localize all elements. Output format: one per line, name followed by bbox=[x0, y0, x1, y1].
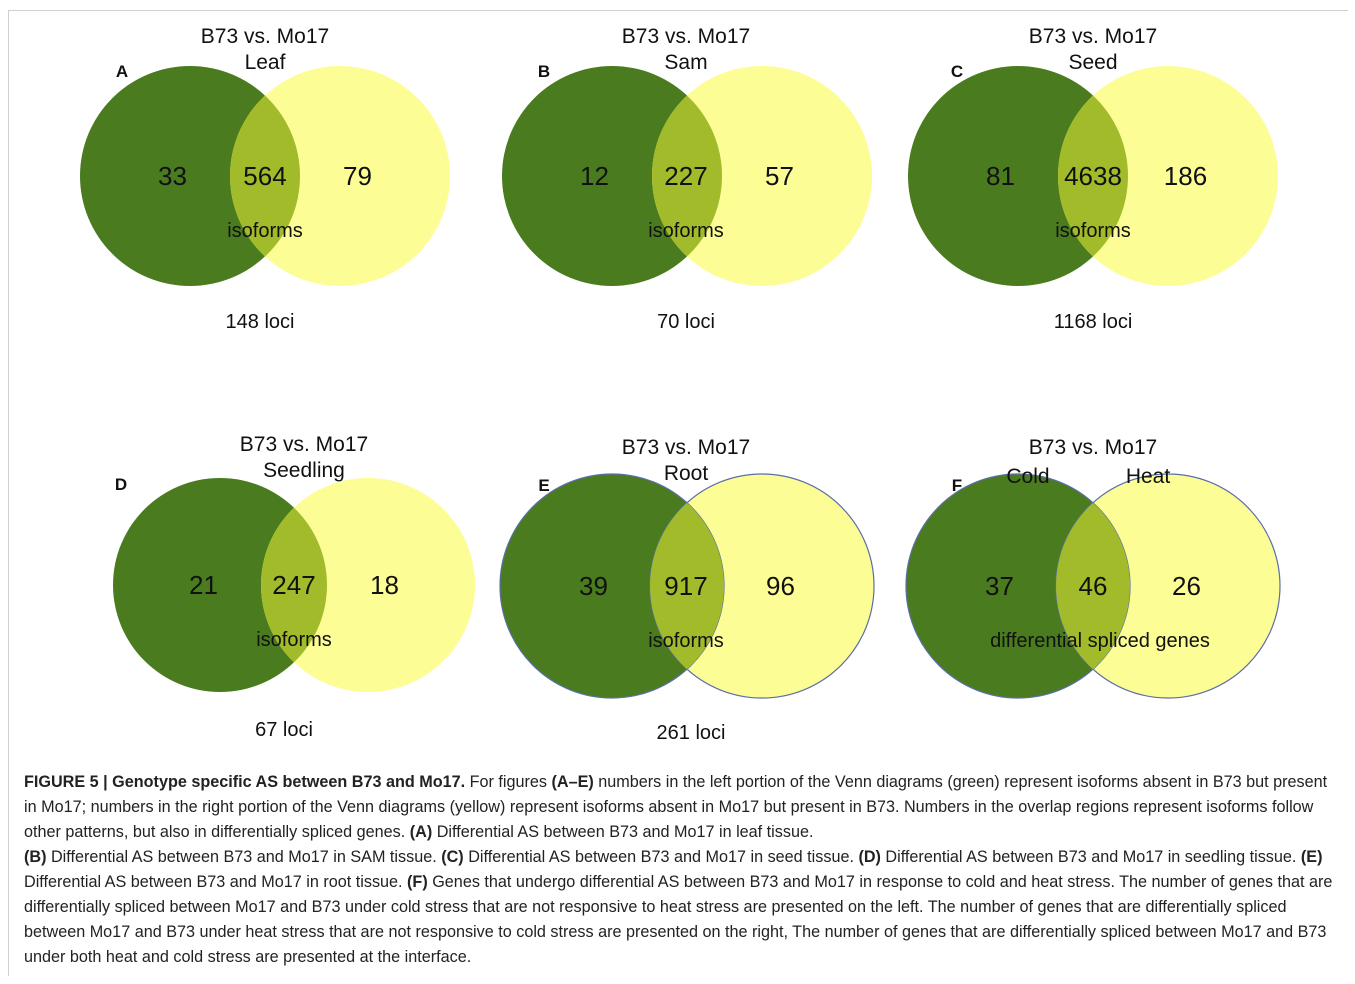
right-count: 79 bbox=[343, 161, 372, 191]
overlap-count: 917 bbox=[664, 571, 707, 601]
left-count: 37 bbox=[985, 571, 1014, 601]
overlap-count: 4638 bbox=[1064, 161, 1122, 191]
overlap-count: 227 bbox=[664, 161, 707, 191]
figure-caption: FIGURE 5 | Genotype specific AS between … bbox=[24, 770, 1342, 970]
caption-text: Differential AS between B73 and Mo17 in … bbox=[463, 848, 859, 866]
right-set-label: Heat bbox=[1126, 465, 1171, 488]
venn-left-circle bbox=[113, 478, 327, 692]
right-count: 186 bbox=[1164, 161, 1207, 191]
caption-ref: (F) bbox=[407, 873, 428, 891]
panel-letter: F bbox=[952, 476, 962, 495]
caption-ref: (A–E) bbox=[551, 773, 594, 791]
caption-text: Genes that undergo differential AS betwe… bbox=[24, 873, 1333, 966]
panel-subtitle: Leaf bbox=[245, 51, 286, 74]
loci-count: 148 loci bbox=[226, 311, 295, 333]
region-label: isoforms bbox=[648, 220, 724, 242]
caption-ref: (E) bbox=[1300, 848, 1323, 866]
right-count: 26 bbox=[1172, 571, 1201, 601]
region-label: isoforms bbox=[256, 629, 332, 651]
caption-ref: (B) bbox=[24, 848, 47, 866]
region-label: isoforms bbox=[648, 630, 724, 652]
panel-title: B73 vs. Mo17 bbox=[240, 433, 368, 456]
loci-count: 67 loci bbox=[255, 719, 313, 741]
panel-subtitle: Seed bbox=[1068, 51, 1117, 74]
left-count: 33 bbox=[158, 161, 187, 191]
panel-title: B73 vs. Mo17 bbox=[622, 25, 750, 48]
panel-letter: C bbox=[951, 62, 963, 81]
caption-text: Differential AS between B73 and Mo17 in … bbox=[46, 848, 442, 866]
loci-count: 70 loci bbox=[657, 311, 715, 333]
caption-ref: (D) bbox=[858, 848, 881, 866]
panel-title: B73 vs. Mo17 bbox=[1029, 436, 1157, 459]
venn-right-circle bbox=[261, 478, 475, 692]
right-count: 96 bbox=[766, 571, 795, 601]
caption-text: Differential AS between B73 and Mo17 in … bbox=[880, 848, 1301, 866]
venn-overlap bbox=[652, 66, 722, 286]
venn-overlap bbox=[1056, 474, 1130, 698]
panel-letter: A bbox=[116, 62, 128, 81]
panel-title: B73 vs. Mo17 bbox=[1029, 25, 1157, 48]
panel-subtitle: Sam bbox=[664, 51, 707, 74]
panel-letter: D bbox=[115, 475, 127, 494]
right-count: 18 bbox=[370, 570, 399, 600]
figure-frame bbox=[8, 10, 1348, 976]
caption-ref: (A) bbox=[409, 823, 433, 841]
region-label: isoforms bbox=[227, 220, 303, 242]
panel-letter: B bbox=[538, 62, 550, 81]
left-count: 21 bbox=[189, 570, 218, 600]
caption-heading: FIGURE 5 | Genotype specific AS between … bbox=[24, 773, 466, 791]
loci-count: 261 loci bbox=[657, 722, 726, 744]
venn-overlap bbox=[230, 66, 300, 286]
overlap-count: 247 bbox=[272, 570, 315, 600]
panel-subtitle: Root bbox=[664, 462, 709, 485]
left-count: 39 bbox=[579, 571, 608, 601]
overlap-count: 46 bbox=[1079, 571, 1108, 601]
panel-title: B73 vs. Mo17 bbox=[622, 436, 750, 459]
venn-figure: A B73 vs. Mo17 Leaf 33 564 79 isoforms 148 loci… bbox=[80, 25, 1281, 744]
caption-text: numbers in the left portion of the Venn … bbox=[24, 773, 1328, 841]
panel-letter: E bbox=[538, 476, 549, 495]
panel-title: B73 vs. Mo17 bbox=[201, 25, 329, 48]
left-count: 12 bbox=[580, 161, 609, 191]
overlap-count: 564 bbox=[243, 161, 286, 191]
region-label: differential spliced genes bbox=[990, 630, 1210, 652]
region-label: isoforms bbox=[1055, 220, 1131, 242]
left-set-label: Cold bbox=[1006, 465, 1049, 488]
caption-text: Differential AS between B73 and Mo17 in … bbox=[24, 873, 408, 891]
loci-count: 1168 loci bbox=[1054, 311, 1133, 333]
venn-overlap bbox=[1058, 66, 1128, 286]
caption-text: Differential AS between B73 and Mo17 in … bbox=[432, 823, 814, 841]
caption-ref: (C) bbox=[441, 848, 464, 866]
venn-overlap bbox=[650, 474, 724, 698]
caption-text: For figures bbox=[465, 773, 552, 791]
panel-subtitle: Seedling bbox=[263, 459, 345, 482]
left-count: 81 bbox=[986, 161, 1015, 191]
right-count: 57 bbox=[765, 161, 794, 191]
